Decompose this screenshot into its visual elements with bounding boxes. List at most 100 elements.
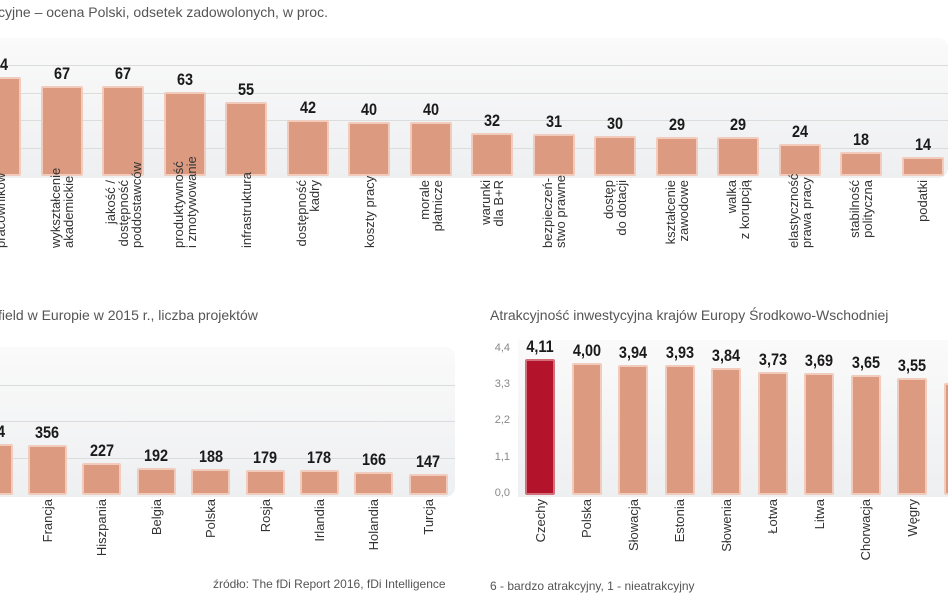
category-label: kształcenie zawodowe [662, 180, 691, 245]
y-tick-label: 4,4 [494, 341, 510, 354]
value-label: 4,11 [526, 337, 554, 357]
bar [409, 122, 452, 176]
value-label: 179 [252, 447, 278, 467]
category-label: Słowacja [625, 499, 641, 552]
bar [655, 137, 698, 176]
bar [0, 444, 13, 495]
category-label: Belgia [148, 499, 164, 536]
value-label: 14 [914, 135, 931, 155]
category-label: Hiszpania [94, 499, 110, 557]
bar [804, 373, 834, 495]
category-label: Irlandia [311, 499, 327, 542]
value-label: 3,93 [665, 343, 694, 363]
category-label: Estonia [672, 499, 687, 543]
gridline [0, 458, 455, 459]
bar [525, 359, 555, 495]
bar [571, 363, 602, 495]
value-label: 227 [89, 441, 114, 461]
bar [102, 86, 144, 176]
gridline [0, 120, 948, 121]
category-label: morale płatnicze [416, 180, 445, 232]
bar [757, 371, 788, 495]
value-label: 63 [176, 69, 193, 89]
category-label: jakość / dostępność poddostawców [102, 162, 144, 248]
category-label: Francja [39, 499, 55, 543]
left-chart-title: field w Europie w 2015 r., liczba projek… [0, 307, 258, 323]
bar [943, 382, 948, 495]
bar [82, 463, 122, 495]
bar [163, 91, 206, 176]
bar [40, 86, 83, 176]
bar [717, 137, 759, 176]
category-label: Łotwa [765, 499, 780, 534]
bar [225, 102, 267, 176]
category-label: produktywność i zmotywowanie [170, 156, 199, 248]
category-label: Czechy [532, 499, 548, 543]
bar [136, 468, 176, 495]
category-label: Słowenia [718, 499, 734, 552]
value-label: 74 [0, 54, 9, 74]
gridline [0, 65, 948, 66]
value-label: 32 [483, 111, 501, 131]
scale-note: 6 - bardzo atrakcyjny, 1 - nieatrakcyjny [490, 579, 695, 593]
category-label: infrastruktura [238, 172, 254, 248]
bar [618, 364, 648, 495]
bar [532, 134, 575, 176]
bar [840, 151, 882, 176]
value-label: 364 [0, 422, 27, 442]
value-label: 188 [198, 446, 223, 466]
value-label: 30 [606, 113, 624, 133]
bar [664, 365, 695, 495]
category-label: dostępność kadry [293, 180, 322, 247]
value-label: 29 [668, 115, 685, 135]
bar [354, 471, 394, 495]
value-label: 356 [35, 423, 60, 443]
value-label: 3,65 [851, 352, 880, 372]
value-label: 3,69 [804, 351, 834, 371]
source-note: źródło: The fDi Report 2016, fDi Intelli… [213, 577, 446, 591]
value-label: 18 [852, 129, 870, 149]
value-label: 147 [416, 452, 441, 472]
category-label: Polska [203, 499, 219, 539]
y-tick-label: 1,1 [494, 450, 510, 463]
bar [0, 76, 21, 176]
bar [408, 474, 448, 495]
category-label: koszty pracy [361, 175, 377, 248]
value-label: 42 [299, 97, 316, 117]
y-tick-label: 2,2 [494, 414, 510, 427]
category-label: wykształcenie akademickie [47, 167, 76, 248]
category-label: Holandia [366, 499, 382, 551]
bar [594, 135, 636, 176]
top-chart-title: cyjne – ocena Polski, odsetek zadowolony… [0, 4, 328, 20]
bar [348, 122, 390, 176]
y-tick-label: 3,3 [494, 378, 510, 391]
bar [711, 368, 741, 495]
category-label: Polska [579, 499, 594, 539]
value-label: 3,94 [618, 342, 648, 362]
value-label: 178 [307, 448, 332, 468]
value-label: 3,84 [711, 346, 741, 366]
category-label: podatki [915, 180, 930, 222]
bar [778, 143, 821, 176]
value-label: 192 [144, 446, 169, 466]
value-label: 3,55 [897, 355, 927, 375]
bar [245, 469, 285, 495]
value-label: 40 [422, 100, 439, 120]
category-label: pracowników [0, 172, 8, 248]
value-label: 3 [925, 361, 948, 381]
category-label: warunki dla B+R [478, 180, 506, 227]
category-label: Chorwacja [858, 499, 873, 561]
category-label: dostęp do dotacji [601, 180, 629, 236]
category-label: Litwa [811, 499, 827, 530]
category-label: elastyczność prawa pracy [785, 173, 814, 248]
category-label: bezpieczeń- stwo prawne [539, 175, 568, 248]
bar [27, 445, 67, 495]
value-label: 3,73 [758, 349, 787, 369]
value-label: 40 [360, 100, 378, 120]
value-label: 67 [53, 64, 70, 84]
bar [897, 377, 927, 495]
category-label: Rosja [257, 499, 273, 533]
value-label: 67 [114, 64, 132, 84]
right-chart-title: Atrakcyjność inwestycyjna krajów Europy … [490, 307, 889, 323]
bar [191, 468, 231, 495]
